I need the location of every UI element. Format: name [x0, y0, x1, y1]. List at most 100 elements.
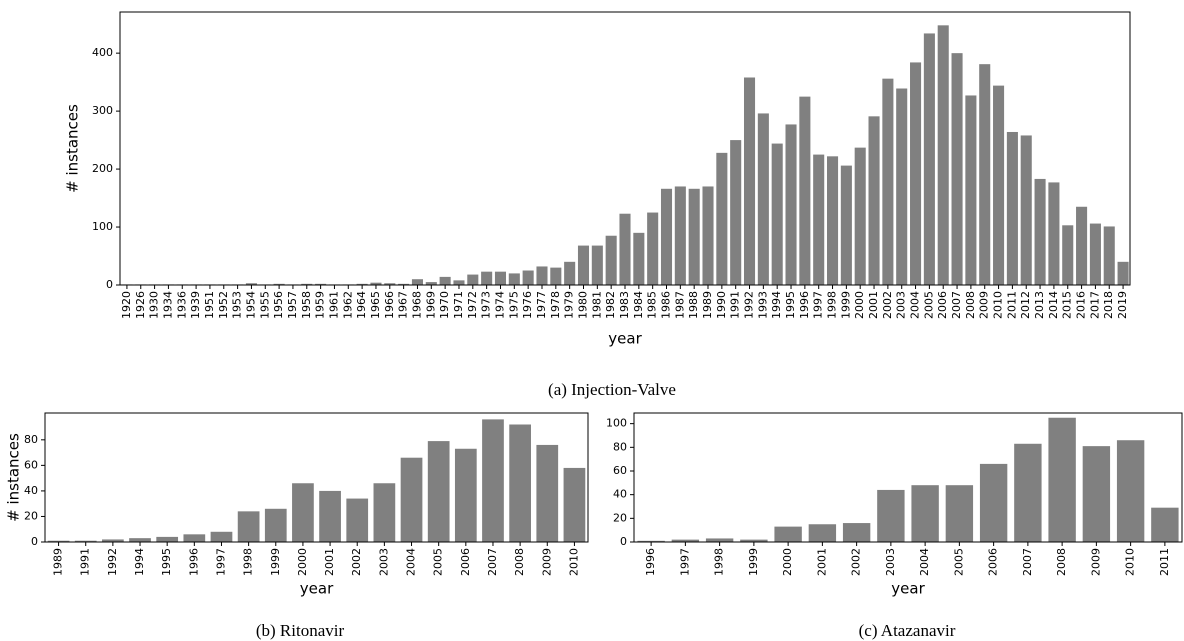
x-tick-label: 1996 — [187, 548, 200, 576]
bar — [910, 62, 922, 285]
y-tick-label: 20 — [613, 511, 627, 524]
bar — [319, 490, 341, 542]
x-tick-label: 1955 — [258, 291, 271, 319]
x-tick-label: 2014 — [1047, 291, 1060, 319]
bar — [425, 282, 437, 285]
x-tick-label: 2002 — [350, 548, 363, 576]
bar — [522, 270, 534, 285]
bar — [896, 88, 908, 285]
x-tick-label: 1997 — [812, 291, 825, 319]
x-tick-label: 2009 — [540, 548, 553, 576]
plot-frame — [633, 412, 1183, 543]
bar — [264, 508, 287, 542]
x-tick-label: 1974 — [493, 291, 506, 319]
caption: (a) Injection-Valve — [548, 380, 676, 399]
bar — [427, 441, 450, 542]
x-tick-label: 1992 — [106, 548, 119, 576]
y-tick-label: 200 — [92, 162, 113, 175]
x-tick-label: 2000 — [296, 548, 309, 576]
y-tick-label: 100 — [606, 417, 627, 430]
x-tick-label: 1998 — [713, 548, 726, 576]
x-tick-label: 2001 — [815, 548, 828, 576]
x-tick-label: 2007 — [486, 548, 499, 576]
bar — [373, 483, 396, 542]
x-tick-label: 2005 — [922, 291, 935, 319]
x-tick-label: 1930 — [148, 291, 161, 319]
x-tick-label: 2004 — [405, 548, 418, 576]
x-tick-label: 2016 — [1075, 291, 1088, 319]
x-axis-label: year — [608, 330, 642, 348]
x-tick-label: 1996 — [644, 548, 657, 576]
x-tick-label: 2004 — [918, 548, 931, 576]
x-tick-label: 2001 — [323, 548, 336, 576]
x-tick-label: 1966 — [383, 291, 396, 319]
bar — [245, 283, 257, 285]
x-tick-label: 2000 — [853, 291, 866, 319]
bar — [1117, 261, 1129, 285]
y-axis-label: # instances — [64, 104, 82, 193]
x-tick-label: 1983 — [618, 291, 631, 319]
bar — [210, 531, 233, 542]
x-tick-label: 1981 — [590, 291, 603, 319]
bar — [911, 485, 939, 542]
x-tick-label: 1956 — [272, 291, 285, 319]
bar — [945, 485, 974, 542]
x-tick-label: 2005 — [952, 548, 965, 576]
bar — [536, 266, 548, 285]
bar — [1048, 417, 1076, 542]
x-tick-label: 2003 — [884, 548, 897, 576]
x-tick-label: 1973 — [480, 291, 493, 319]
bar — [482, 419, 504, 542]
bar — [842, 523, 871, 542]
x-tick-label: 2012 — [1019, 291, 1032, 319]
x-tick-label: 1985 — [646, 291, 659, 319]
x-tick-label: 1999 — [747, 548, 760, 576]
x-tick-label: 1987 — [673, 291, 686, 319]
bar — [827, 156, 839, 285]
bar — [854, 147, 866, 285]
bar — [346, 498, 369, 542]
bar — [785, 124, 797, 285]
bar — [660, 188, 673, 285]
bar — [771, 143, 783, 285]
x-tick-label: 2013 — [1033, 291, 1046, 319]
bar — [730, 140, 742, 285]
y-tick-label: 20 — [24, 509, 38, 522]
bar — [411, 279, 423, 285]
bar — [591, 245, 603, 285]
x-tick-label: 2011 — [1005, 291, 1018, 319]
x-tick-label: 1936 — [175, 291, 188, 319]
x-tick-label: 2009 — [978, 291, 991, 319]
x-tick-label: 1970 — [438, 291, 451, 319]
y-tick-label: 80 — [613, 440, 627, 453]
x-tick-label: 2005 — [432, 548, 445, 576]
x-tick-label: 1926 — [134, 291, 147, 319]
bar — [370, 282, 382, 285]
bar — [674, 186, 686, 285]
x-tick-label: 2003 — [895, 291, 908, 319]
x-tick-label: 1958 — [300, 291, 313, 319]
y-tick-label: 80 — [24, 433, 38, 446]
bar — [315, 283, 327, 285]
x-tick-label: 2008 — [964, 291, 977, 319]
x-tick-label: 1961 — [327, 291, 340, 319]
x-tick-label: 1998 — [826, 291, 839, 319]
x-tick-label: 1998 — [242, 548, 255, 576]
caption: (b) Ritonavir — [256, 621, 345, 640]
x-tick-label: 1967 — [397, 291, 410, 319]
bar — [619, 213, 631, 285]
y-axis-label: # instances — [5, 433, 23, 522]
y-tick-label: 40 — [24, 484, 38, 497]
x-tick-label: 2010 — [992, 291, 1005, 319]
y-tick-label: 60 — [613, 464, 627, 477]
x-tick-label: 1999 — [839, 291, 852, 319]
bar — [564, 261, 576, 285]
x-tick-label: 1994 — [770, 291, 783, 319]
x-tick-label: 1995 — [160, 548, 173, 576]
y-tick-label: 0 — [31, 535, 38, 548]
bar — [1103, 226, 1115, 285]
bar — [743, 77, 756, 285]
bar — [979, 64, 991, 285]
bar — [1006, 131, 1018, 285]
bar — [757, 113, 769, 285]
